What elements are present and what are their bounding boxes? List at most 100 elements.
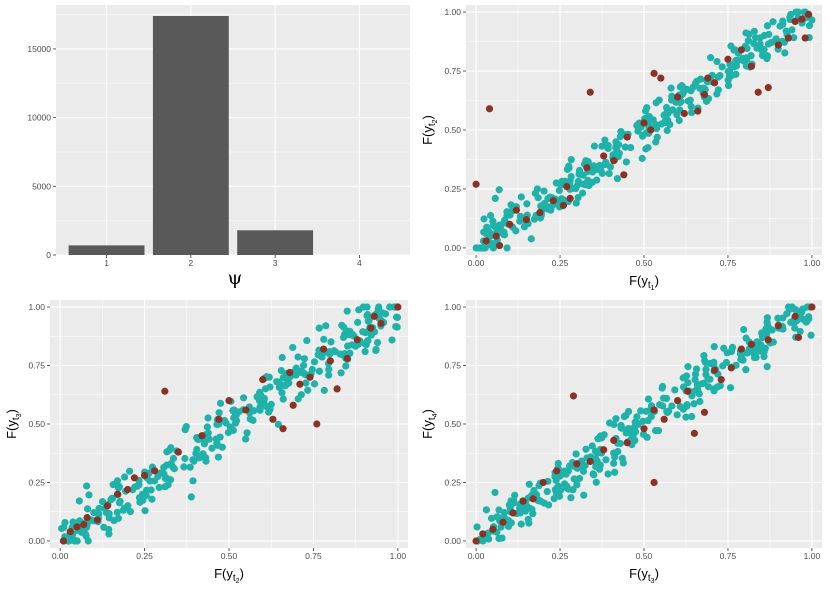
- scatter-point-teal: [589, 470, 597, 478]
- scatter-point-teal: [60, 523, 68, 532]
- x-axis-title: F(yt3): [629, 566, 659, 585]
- axis-label-part: ): [420, 409, 435, 413]
- scatter-point-teal: [164, 481, 172, 489]
- scatter-point-teal: [337, 369, 345, 377]
- scatter-point-teal: [658, 384, 666, 392]
- scatter-point-teal: [275, 378, 283, 386]
- scatter-point-teal: [517, 193, 525, 201]
- scatter-panel-t2-vs-t1: 0.00 0.00 0.25 0.25 0.50 0.50 0.75 0.75 1.00 1.00…: [420, 5, 822, 292]
- scatter-point-teal: [246, 415, 254, 423]
- scatter-point-red: [640, 425, 648, 433]
- scatter-point-teal: [124, 502, 132, 510]
- scatter-point-teal: [667, 106, 675, 114]
- scatter-point-teal: [167, 444, 175, 452]
- scatter-point-teal: [575, 474, 584, 483]
- scatter-point-teal: [547, 206, 555, 214]
- scatter-point-teal: [758, 51, 767, 60]
- scatter-point-teal: [690, 400, 698, 408]
- scatter-point-red: [566, 194, 574, 202]
- scatter-point-teal: [294, 395, 302, 403]
- y-tick-label: 0: [46, 250, 51, 260]
- scatter-point-teal: [480, 215, 488, 223]
- scatter-point-teal: [582, 445, 590, 453]
- scatter-point-teal: [760, 352, 768, 361]
- scatter-point-teal: [229, 406, 237, 415]
- scatter-point-teal: [325, 365, 333, 373]
- axis-label-part: ): [655, 566, 659, 581]
- scatter-point-red: [93, 516, 101, 524]
- axis-label-part: ): [420, 115, 435, 119]
- x-tick-label: 3: [273, 258, 278, 268]
- scatter-point-teal: [684, 97, 692, 105]
- scatter-point-teal: [216, 399, 225, 407]
- scatter-point-teal: [239, 394, 248, 402]
- scatter-point-teal: [393, 313, 402, 322]
- scatter-point-teal: [652, 124, 661, 133]
- scatter-point-red: [394, 303, 402, 311]
- scatter-point-teal: [605, 419, 614, 427]
- scatter-point-teal: [682, 413, 690, 421]
- scatter-point-teal: [622, 158, 630, 166]
- scatter-point-teal: [242, 435, 250, 443]
- scatter-point-teal: [638, 154, 646, 162]
- scatter-point-teal: [668, 402, 676, 410]
- scatter-point-teal: [315, 324, 323, 332]
- scatter-point-teal: [726, 384, 735, 392]
- x-tick-label: 0.00: [468, 258, 485, 268]
- y-tick-label: 0.50: [444, 419, 461, 429]
- scatter-point-red: [610, 436, 618, 444]
- scatter-point-red: [620, 171, 628, 179]
- scatter-point-teal: [126, 467, 134, 475]
- scatter-point-red: [764, 336, 772, 344]
- scatter-point-teal: [606, 163, 615, 171]
- scatter-point-teal: [278, 353, 286, 362]
- axis-label-part: 2: [432, 119, 439, 123]
- x-tick-label: 1.00: [804, 258, 821, 268]
- scatter-point-red: [774, 41, 782, 49]
- scatter-point-teal: [107, 495, 115, 504]
- x-tick-label: 4: [357, 258, 362, 268]
- y-tick-label: 0.25: [28, 477, 45, 487]
- x-tick-label: 0.75: [720, 551, 737, 561]
- scatter-point-teal: [523, 200, 531, 208]
- scatter-point-teal: [354, 318, 362, 326]
- scatter-point-teal: [302, 379, 310, 387]
- scatter-point-red: [657, 74, 665, 82]
- x-tick-label: 0.00: [52, 551, 69, 561]
- scatter-point-teal: [516, 217, 524, 225]
- scatter-point-teal: [552, 179, 560, 187]
- y-tick-label: 1.00: [444, 302, 461, 312]
- scatter-point-teal: [555, 186, 563, 194]
- x-tick-label: 0.00: [468, 551, 485, 561]
- scatter-point-teal: [637, 407, 645, 415]
- y-tick-label: 0.00: [444, 243, 461, 253]
- scatter-point-red: [754, 88, 762, 96]
- scatter-point-teal: [805, 22, 814, 30]
- x-tick-label: 0.25: [552, 551, 569, 561]
- scatter-point-teal: [783, 310, 791, 318]
- scatter-point-teal: [160, 463, 168, 472]
- scatter-point-teal: [84, 537, 92, 545]
- scatter-point-teal: [98, 498, 107, 506]
- scatter-point-teal: [567, 173, 575, 181]
- scatter-point-teal: [763, 22, 772, 30]
- scatter-point-red: [482, 237, 490, 245]
- scatter-point-teal: [495, 506, 503, 514]
- scatter-point-red: [522, 216, 531, 224]
- scatter-point-red: [296, 380, 304, 388]
- y-tick-label: 0.75: [28, 361, 45, 371]
- scatter-point-teal: [534, 194, 542, 202]
- scatter-point-teal: [491, 488, 499, 497]
- scatter-point-teal: [622, 429, 630, 437]
- scatter-point-teal: [786, 13, 794, 21]
- scatter-point-teal: [114, 514, 122, 522]
- scatter-point-red: [610, 157, 618, 165]
- scatter-point-teal: [330, 347, 338, 355]
- scatter-point-teal: [372, 345, 380, 354]
- scatter-point-red: [583, 164, 591, 172]
- scatter-point-teal: [743, 349, 751, 357]
- scatter-point-teal: [224, 428, 233, 437]
- scatter-point-teal: [611, 468, 619, 476]
- scatter-point-red: [700, 91, 709, 99]
- scatter-point-teal: [719, 362, 727, 370]
